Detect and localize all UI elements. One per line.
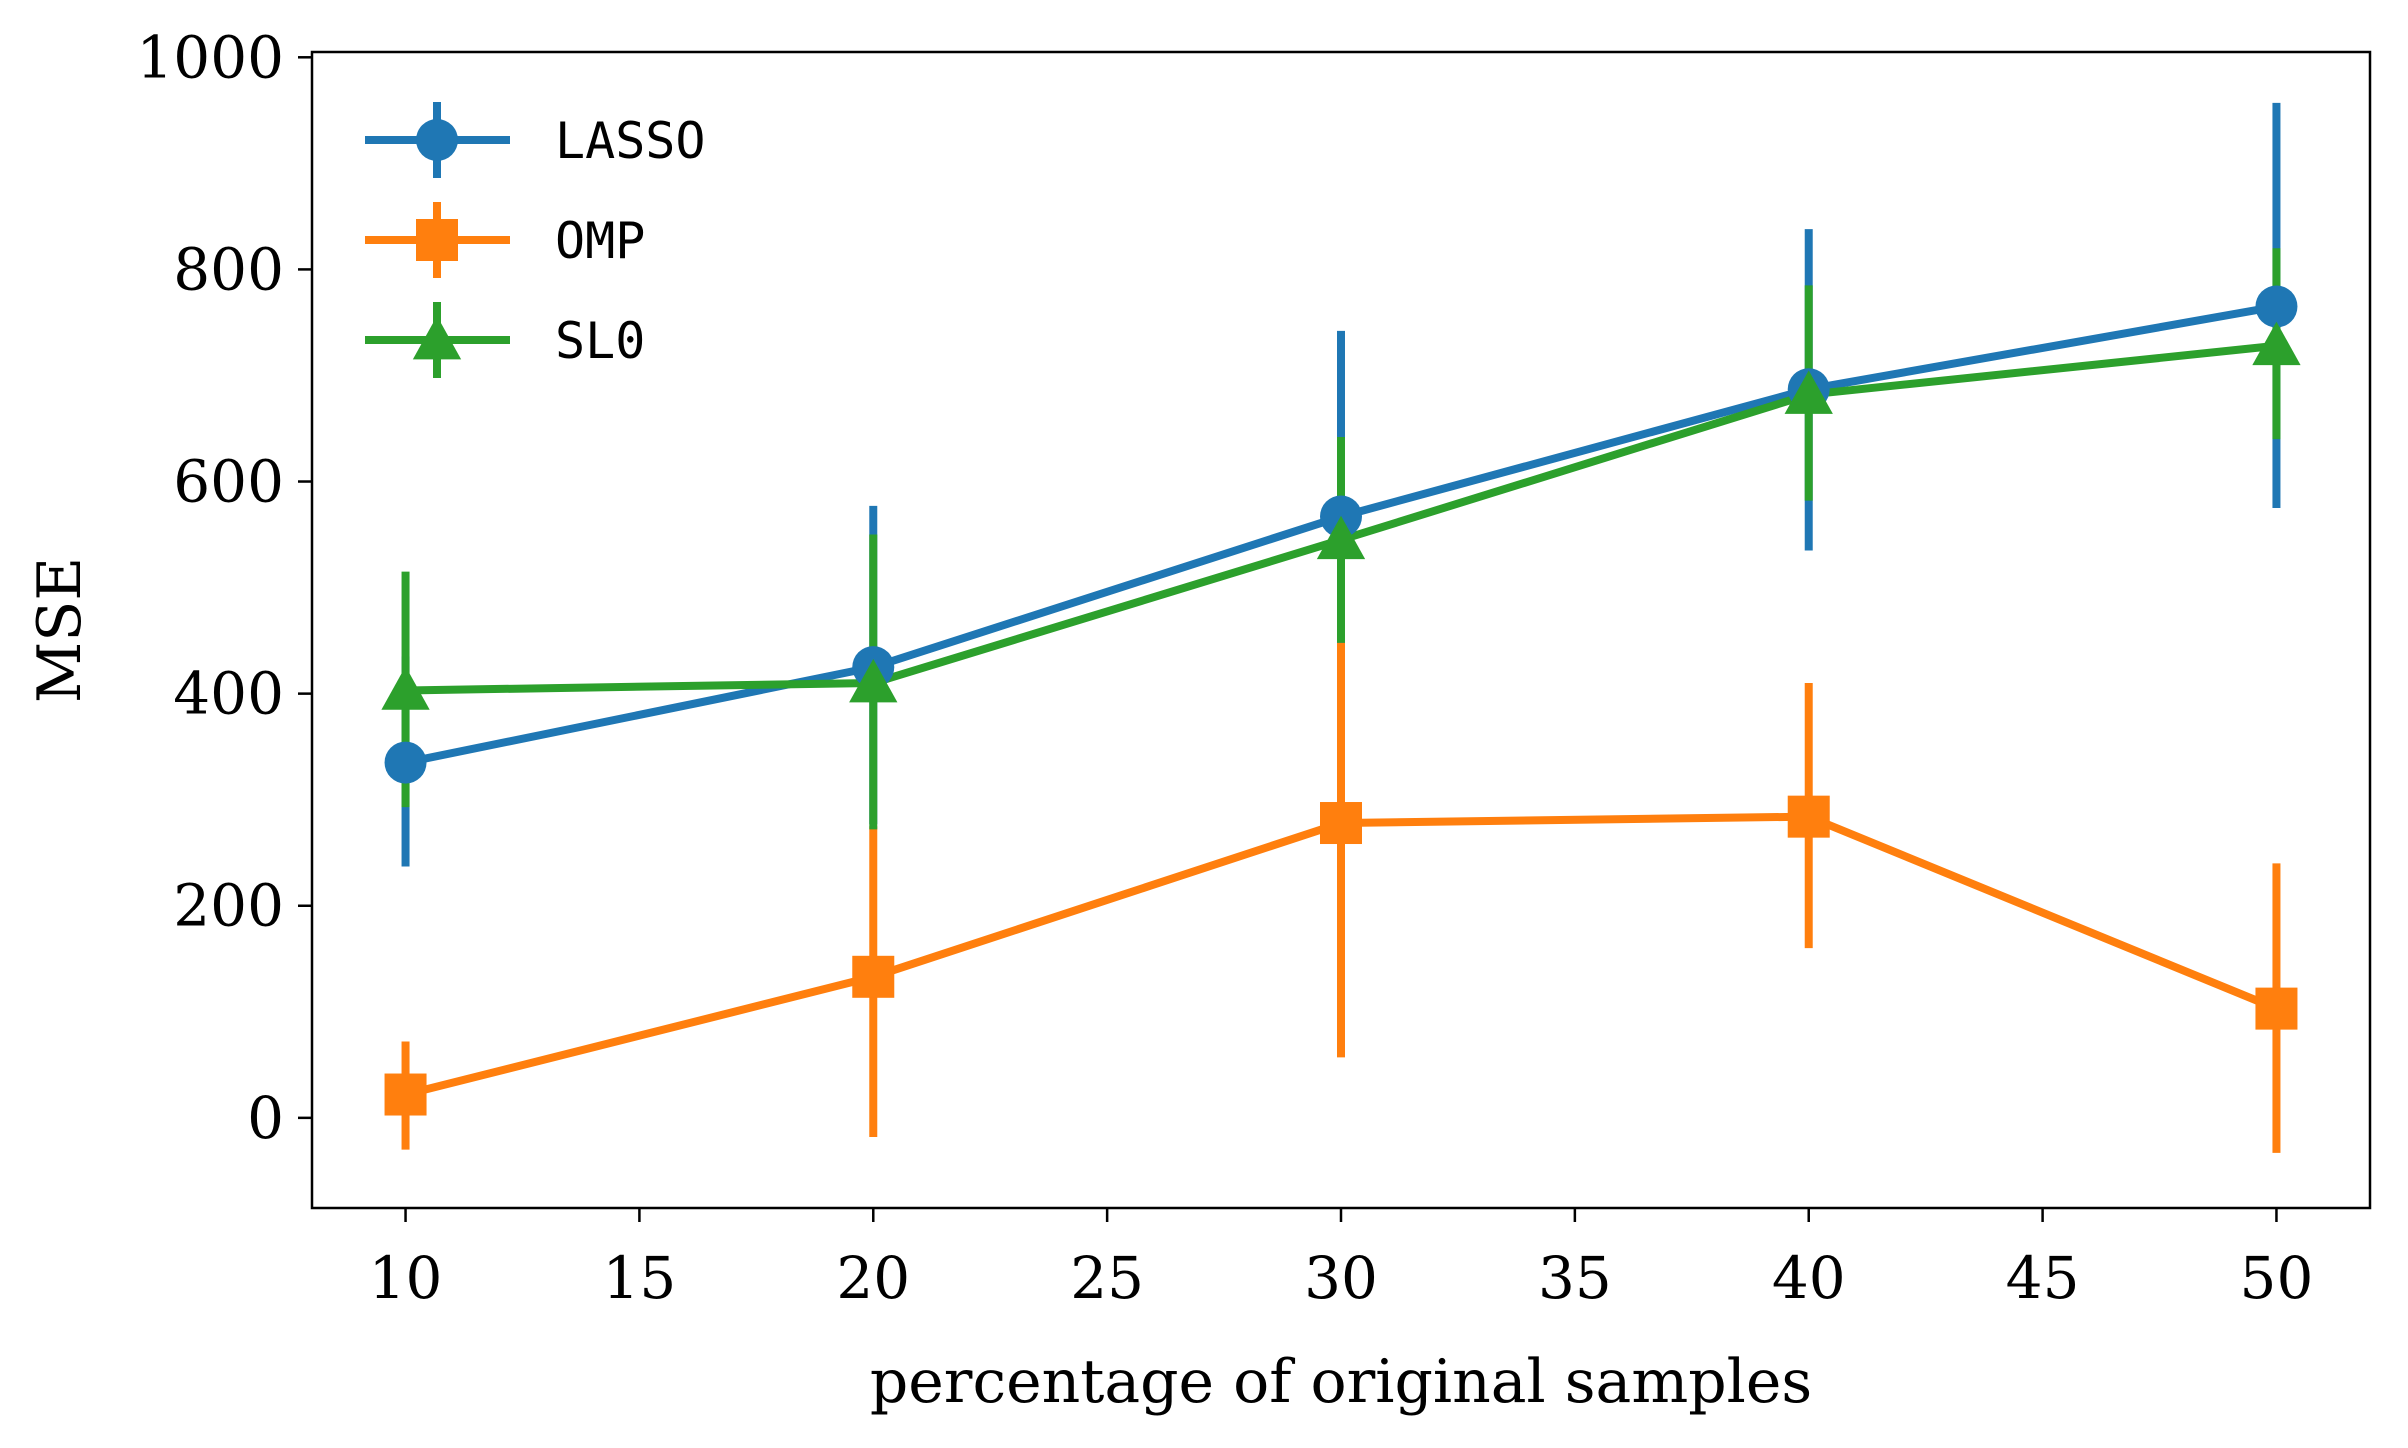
sl0-point-10 <box>381 666 430 710</box>
legend-label-sl0: SL0 <box>555 312 645 370</box>
y-tick-label-200: 200 <box>173 872 284 940</box>
y-tick-label-800: 800 <box>173 235 284 303</box>
legend-label-omp: OMP <box>555 212 645 270</box>
omp-point-30 <box>1320 802 1362 845</box>
y-tick-label-1000: 1000 <box>136 23 284 91</box>
markers <box>381 285 2301 1116</box>
legend-marker-omp <box>416 219 458 261</box>
x-axis-ticks: 10 15 20 25 30 35 40 45 50 <box>369 1208 2314 1312</box>
x-tick-label-35: 35 <box>1538 1244 1612 1312</box>
y-tick-label-400: 400 <box>173 660 284 728</box>
legend-marker-sl0 <box>412 315 462 360</box>
y-axis-label: MSE <box>25 557 95 703</box>
sl0-point-50 <box>2252 321 2301 366</box>
x-tick-label-30: 30 <box>1304 1244 1378 1312</box>
omp-point-50 <box>2255 987 2298 1030</box>
x-tick-label-40: 40 <box>1772 1244 1846 1312</box>
lasso-point-10 <box>384 741 427 784</box>
sl0-point-40 <box>1784 370 1833 414</box>
x-tick-label-10: 10 <box>369 1244 443 1312</box>
sl0-point-30 <box>1316 515 1366 560</box>
x-tick-label-15: 15 <box>603 1244 677 1312</box>
y-axis-ticks: 0 200 400 600 800 1000 <box>136 23 312 1152</box>
omp-point-10 <box>384 1073 427 1116</box>
omp-point-20 <box>852 955 895 998</box>
lasso-point-50 <box>2255 285 2298 328</box>
y-tick-label-600: 600 <box>173 448 284 516</box>
omp-point-40 <box>1787 795 1830 838</box>
y-tick-label-0: 0 <box>247 1084 284 1152</box>
x-axis-label: percentage of original samples <box>870 1347 1812 1417</box>
legend: LASSO OMP SL0 <box>365 102 706 378</box>
legend-label-lasso: LASSO <box>555 112 706 170</box>
x-tick-label-25: 25 <box>1070 1244 1144 1312</box>
x-tick-label-45: 45 <box>2006 1244 2080 1312</box>
x-tick-label-50: 50 <box>2240 1244 2314 1312</box>
x-tick-label-20: 20 <box>836 1244 910 1312</box>
sl0-point-20 <box>849 658 898 703</box>
legend-marker-lasso <box>416 119 458 161</box>
